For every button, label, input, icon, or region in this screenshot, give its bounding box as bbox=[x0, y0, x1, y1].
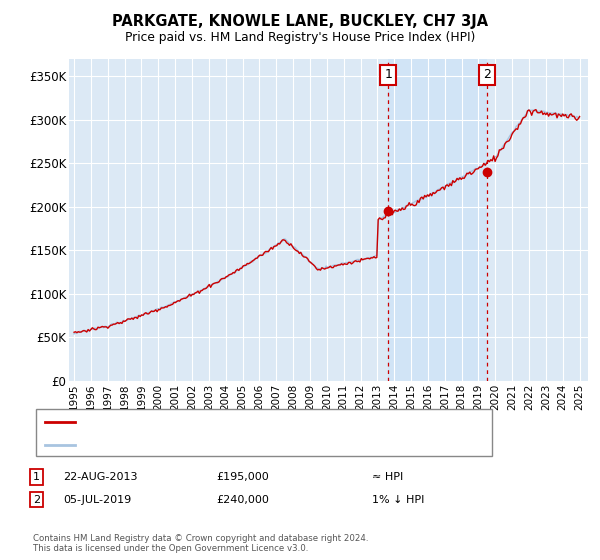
Text: Price paid vs. HM Land Registry's House Price Index (HPI): Price paid vs. HM Land Registry's House … bbox=[125, 31, 475, 44]
Text: 1% ↓ HPI: 1% ↓ HPI bbox=[372, 494, 424, 505]
Text: ≈ HPI: ≈ HPI bbox=[372, 472, 403, 482]
Text: 2: 2 bbox=[483, 68, 491, 81]
Text: PARKGATE, KNOWLE LANE, BUCKLEY, CH7 3JA (detached house): PARKGATE, KNOWLE LANE, BUCKLEY, CH7 3JA … bbox=[81, 417, 431, 427]
Text: 22-AUG-2013: 22-AUG-2013 bbox=[63, 472, 137, 482]
Text: 2: 2 bbox=[33, 494, 40, 505]
Bar bbox=[388, 59, 487, 381]
Text: 1: 1 bbox=[33, 472, 40, 482]
Text: £195,000: £195,000 bbox=[216, 472, 269, 482]
Text: 1: 1 bbox=[384, 68, 392, 81]
Text: HPI: Average price, detached house, Flintshire: HPI: Average price, detached house, Flin… bbox=[81, 440, 334, 450]
Text: 05-JUL-2019: 05-JUL-2019 bbox=[63, 494, 131, 505]
Text: £240,000: £240,000 bbox=[216, 494, 269, 505]
Text: Contains HM Land Registry data © Crown copyright and database right 2024.
This d: Contains HM Land Registry data © Crown c… bbox=[33, 534, 368, 553]
Text: PARKGATE, KNOWLE LANE, BUCKLEY, CH7 3JA: PARKGATE, KNOWLE LANE, BUCKLEY, CH7 3JA bbox=[112, 14, 488, 29]
